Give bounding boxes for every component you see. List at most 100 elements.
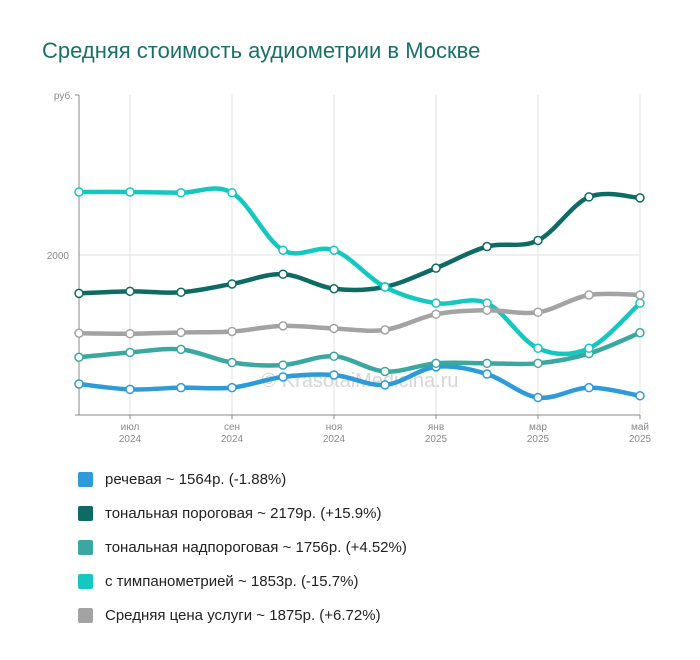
data-point[interactable]: [635, 298, 645, 308]
data-point[interactable]: [482, 241, 492, 252]
data-point[interactable]: [533, 343, 543, 354]
legend-item[interactable]: с тимпанометрией ~ 1853р. (-15.7%): [78, 564, 407, 598]
data-point[interactable]: [329, 284, 339, 294]
data-point[interactable]: [176, 344, 186, 355]
data-point[interactable]: [584, 290, 594, 300]
series-line: [74, 191, 645, 299]
legend-item[interactable]: Средняя цена услуги ~ 1875р. (+6.72%): [78, 598, 407, 632]
series-line: [74, 290, 645, 339]
data-point[interactable]: [74, 187, 84, 197]
data-point[interactable]: [329, 370, 339, 380]
x-tick-month: мар: [529, 422, 547, 433]
legend: речевая ~ 1564р. (-1.88%) тональная порог…: [78, 462, 407, 632]
data-point[interactable]: [584, 343, 594, 354]
data-point[interactable]: [125, 187, 135, 197]
x-tick-year: 2024: [221, 434, 244, 445]
data-point[interactable]: [227, 279, 237, 289]
legend-summary: ~ 2179р. (+15.9%): [253, 504, 382, 522]
y-axis-unit: руб.: [54, 90, 73, 102]
data-point[interactable]: [431, 358, 441, 369]
grid: [79, 95, 641, 415]
data-point[interactable]: [482, 305, 492, 315]
line-chart: © KrasotaiMedicina.ru 2000руб.июл2024сен…: [47, 90, 652, 445]
series-path: [76, 191, 643, 296]
data-point[interactable]: [533, 235, 543, 246]
data-point[interactable]: [227, 326, 237, 337]
data-point[interactable]: [278, 372, 288, 382]
data-point[interactable]: [176, 188, 186, 198]
series-layer: [74, 186, 645, 403]
legend-summary: ~ 1853р. (-15.7%): [233, 572, 359, 590]
data-point[interactable]: [431, 309, 441, 319]
data-point[interactable]: [329, 245, 339, 255]
legend-summary: ~ 1756р. (+4.52%): [278, 538, 407, 556]
data-point[interactable]: [176, 327, 186, 338]
data-point[interactable]: [227, 382, 237, 393]
data-point[interactable]: [635, 328, 645, 338]
data-point[interactable]: [176, 287, 186, 298]
data-point[interactable]: [431, 298, 441, 308]
x-tick-month: янв: [428, 422, 444, 433]
data-point[interactable]: [533, 392, 543, 403]
data-point[interactable]: [431, 263, 441, 273]
x-tick-month: май: [631, 422, 649, 433]
legend-series-name: Средняя цена услуги: [105, 606, 253, 624]
data-point[interactable]: [125, 328, 135, 339]
data-point[interactable]: [74, 352, 84, 362]
series-line: [74, 186, 645, 357]
legend-swatch: [78, 573, 93, 589]
data-point[interactable]: [227, 357, 237, 368]
data-point[interactable]: [74, 328, 84, 338]
legend-series-name: тональная пороговая: [105, 504, 254, 522]
data-point[interactable]: [125, 347, 135, 358]
data-point[interactable]: [380, 282, 390, 292]
x-tick-year: 2025: [425, 434, 448, 445]
legend-item[interactable]: тональная пороговая ~ 2179р. (+15.9%): [78, 496, 407, 530]
data-point[interactable]: [278, 360, 288, 370]
data-point[interactable]: [125, 286, 135, 297]
legend-summary: ~ 1875р. (+6.72%): [252, 606, 381, 624]
data-point[interactable]: [380, 366, 390, 377]
data-point[interactable]: [635, 290, 645, 300]
x-tick-year: 2025: [527, 434, 550, 445]
data-point[interactable]: [533, 307, 543, 318]
data-point[interactable]: [482, 358, 492, 369]
data-point[interactable]: [584, 382, 594, 393]
legend-swatch: [78, 539, 93, 555]
x-tick-year: 2025: [629, 434, 652, 445]
x-tick-month: ноя: [326, 422, 343, 433]
data-point[interactable]: [74, 288, 84, 299]
legend-item[interactable]: тональная надпороговая ~ 1756р. (+4.52%): [78, 530, 407, 564]
data-point[interactable]: [278, 321, 288, 331]
legend-series-name: с тимпанометрией: [105, 572, 234, 590]
data-point[interactable]: [635, 391, 645, 401]
x-tick-month: июл: [121, 422, 140, 433]
series-line: [74, 328, 645, 377]
data-point[interactable]: [176, 382, 186, 393]
legend-swatch: [78, 505, 93, 521]
legend-swatch: [78, 471, 93, 487]
x-tick-month: сен: [224, 422, 240, 433]
data-point[interactable]: [533, 358, 543, 369]
data-point[interactable]: [74, 379, 84, 389]
data-point[interactable]: [227, 188, 237, 198]
data-point[interactable]: [584, 192, 594, 202]
data-point[interactable]: [329, 351, 339, 362]
data-point[interactable]: [278, 245, 288, 255]
series-path: [76, 291, 643, 336]
y-tick-label: 2000: [47, 251, 70, 262]
legend-summary: ~ 1564р. (-1.88%): [161, 470, 287, 488]
data-point[interactable]: [125, 384, 135, 395]
data-point[interactable]: [329, 323, 339, 334]
data-point[interactable]: [635, 193, 645, 203]
data-point[interactable]: [278, 269, 288, 279]
x-tick-year: 2024: [119, 434, 142, 445]
x-tick-year: 2024: [323, 434, 346, 445]
legend-item[interactable]: речевая ~ 1564р. (-1.88%): [78, 462, 407, 496]
legend-series-name: речевая: [105, 470, 162, 488]
data-point[interactable]: [380, 325, 390, 335]
chart-title: Средняя стоимость аудиометрии в Москве: [42, 38, 481, 63]
tick-labels: 2000руб.июл2024сен2024ноя2024янв2025мар2…: [47, 90, 652, 445]
data-point[interactable]: [380, 380, 390, 390]
data-point[interactable]: [482, 369, 492, 379]
